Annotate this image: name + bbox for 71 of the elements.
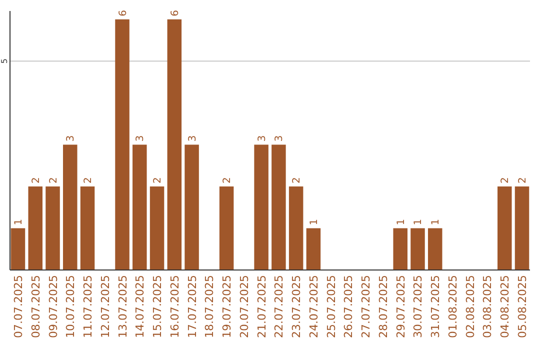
data-label: 1 [396,218,407,226]
data-label: 2 [30,177,42,184]
bar [63,144,78,270]
data-label: 2 [152,177,164,184]
x-tick-label: 21.07.2025 [255,275,268,338]
bar [498,186,512,270]
bar [46,186,60,270]
x-tick-label: 30.07.2025 [412,275,425,338]
data-label: 2 [292,177,303,184]
data-label: 2 [518,177,529,184]
data-label: 3 [135,135,146,142]
x-tick-label: 02.08.2025 [464,275,477,338]
bar [132,144,147,270]
x-tick-label: 10.07.2025 [64,275,78,338]
bar [167,19,182,270]
x-tick-label: 03.08.2025 [481,275,494,338]
bar [306,228,321,270]
bar [410,228,425,270]
bar [514,186,530,270]
data-label: 2 [83,177,94,184]
bar [28,186,42,270]
bar [184,144,199,270]
data-label: 2 [222,177,234,184]
x-tick-label: 25.07.2025 [324,275,338,338]
data-label: 2 [48,177,60,184]
x-tick-label: 13.07.2025 [116,275,130,338]
bar [10,228,26,270]
x-tick-label: 14.07.2025 [134,275,147,338]
x-tick-label: 04.08.2025 [498,275,512,338]
bar [115,19,130,270]
bar [219,186,234,270]
x-tick-label: 23.07.2025 [290,275,304,338]
data-label: 3 [274,135,286,142]
data-label: 1 [308,218,320,226]
data-label: 6 [118,10,129,16]
data-label: 1 [413,218,424,226]
bar [428,228,442,270]
x-tick-label: 20.07.2025 [238,275,251,338]
x-tick-label: 12.07.2025 [98,275,112,338]
x-tick-label: 05.08.2025 [516,275,530,338]
x-tick-label: 08.07.2025 [29,275,42,338]
bar [272,144,286,270]
x-tick-label: 27.07.2025 [360,275,373,338]
x-tick-label: 17.07.2025 [186,275,199,338]
data-label: 3 [256,135,268,142]
x-tick-label: 24.07.2025 [307,275,320,338]
data-label: 1 [430,218,442,226]
x-tick-label: 18.07.2025 [203,275,216,338]
data-label: 2 [500,177,512,184]
x-tick-label: 29.07.2025 [394,275,408,338]
bar [150,186,164,270]
x-tick-label: 26.07.2025 [342,275,356,338]
bar [254,144,268,270]
x-tick-label: 19.07.2025 [220,275,234,338]
x-tick-label: 07.07.2025 [12,275,25,338]
bar [288,186,304,270]
x-tick-label: 31.07.2025 [429,275,442,338]
data-label: 6 [170,10,181,16]
y-tick-label: 5 [0,58,9,64]
data-label: 1 [13,218,24,226]
x-tick-label: 22.07.2025 [272,275,286,338]
data-label: 3 [66,135,77,142]
x-tick-label: 28.07.2025 [376,275,390,338]
data-label: 3 [187,135,198,142]
bar [80,186,95,270]
x-tick-label: 16.07.2025 [168,275,182,338]
x-tick-label: 09.07.2025 [46,275,60,338]
bar [393,228,408,270]
x-tick-label: 11.07.2025 [82,275,95,338]
x-tick-label: 15.07.2025 [151,275,164,338]
x-tick-label: 01.08.2025 [446,275,460,338]
